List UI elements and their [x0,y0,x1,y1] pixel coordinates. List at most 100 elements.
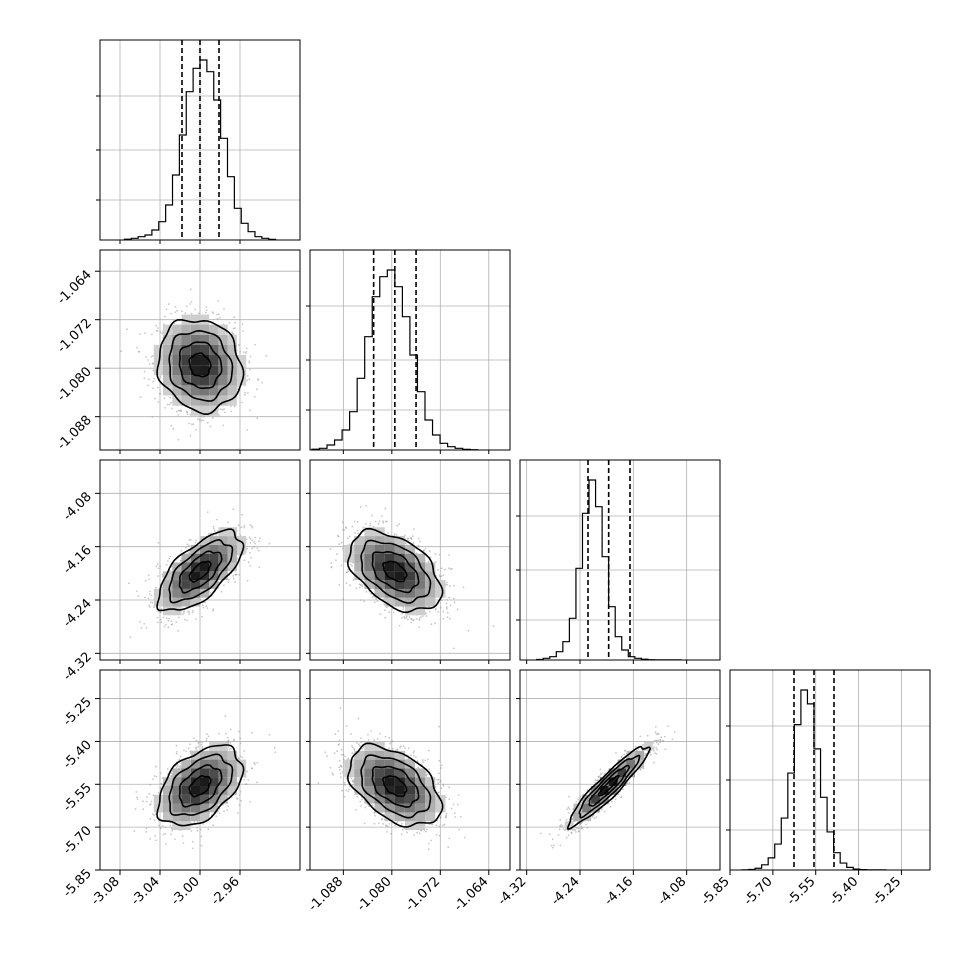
sample-point [164,826,167,829]
sample-point [259,537,261,540]
sample-point [128,582,130,585]
density-cell [209,334,219,345]
density-cell [181,324,191,335]
sample-point [191,423,193,426]
sample-point [137,350,140,353]
sample-point [228,578,230,581]
sample-point [151,601,154,604]
sample-point [223,408,226,410]
sample-point [231,332,234,335]
sample-point [249,538,252,540]
sample-point [148,378,150,381]
sample-point [398,523,400,525]
sample-point [140,627,143,629]
sample-point [218,414,220,416]
sample-point [171,407,174,410]
sample-point [234,321,237,324]
sample-point [336,553,338,556]
histogram-panel-0 [96,39,301,241]
density-cell [209,553,219,563]
sample-point [362,526,365,529]
sample-point [376,600,379,602]
sample-point [428,550,431,552]
sample-point [189,538,192,541]
sample-point [209,425,212,428]
sample-point [356,529,359,532]
sample-point [387,532,389,534]
sample-point [186,413,189,415]
sample-point [384,616,387,619]
sample-point [388,611,391,613]
sample-point [382,521,385,524]
sample-point [152,387,154,390]
sample-point [157,386,159,389]
sample-point [142,808,145,811]
sample-point [411,535,414,538]
density-cell [153,588,163,598]
sample-point [156,327,159,329]
sample-point [369,524,372,527]
sample-point [249,355,252,358]
sample-point [139,396,142,399]
density-cell [181,344,191,355]
sample-point [164,623,167,626]
sample-point [194,618,197,620]
sample-point [179,559,182,562]
sample-point [232,508,235,511]
histogram-steps-3 [741,689,887,871]
sample-point [249,368,252,371]
sample-point [347,537,349,540]
sample-point [219,316,221,319]
sample-point [384,609,386,611]
sample-point [246,375,249,377]
sample-point [192,847,194,850]
sample-point [198,418,201,421]
sample-point [216,317,219,320]
sample-point [257,549,260,552]
sample-point [190,830,193,832]
sample-point [244,394,246,396]
sample-point [256,761,259,764]
density-cell [163,365,173,376]
sample-point [162,616,165,619]
density-cell [190,324,200,335]
sample-point [402,608,405,611]
density-cell [218,385,228,396]
sample-point [181,310,183,313]
sample-point [335,559,337,562]
sample-point [168,617,171,620]
sample-point [246,429,249,431]
sample-point [148,363,151,365]
density-cell [172,334,182,345]
sample-point [448,596,451,599]
sample-point [164,315,166,318]
density-cell [200,344,210,355]
sample-point [144,596,147,599]
sample-point [129,636,132,639]
density-cell [200,405,210,416]
density-cell [209,375,219,386]
density-cell [172,385,182,396]
density-cell [218,395,228,406]
sample-point [243,559,246,562]
sample-point [405,542,407,544]
sample-point [197,745,200,748]
sample-point [357,532,360,535]
sample-point [375,597,377,600]
sample-point [152,369,155,372]
sample-point [205,309,208,311]
density-cell [209,385,219,396]
sample-point [196,829,199,832]
sample-point [163,397,166,400]
density-cell [181,355,191,366]
sample-point [364,522,367,525]
sample-point [212,609,214,612]
sample-point [237,524,240,527]
sample-point [165,564,168,566]
sample-point [220,590,223,593]
density-cell [227,395,237,406]
sample-point [213,529,216,532]
sample-point [192,609,194,612]
sample-point [438,553,441,556]
sample-point [227,521,229,523]
